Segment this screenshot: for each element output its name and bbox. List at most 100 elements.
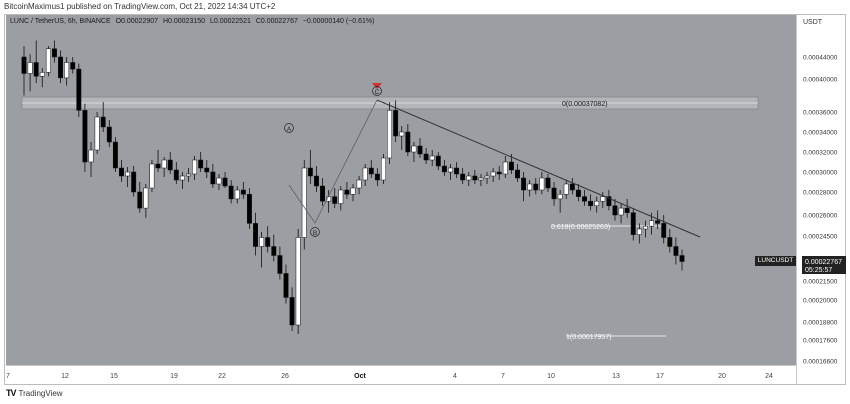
candle-body[interactable]: [210, 171, 216, 185]
candle-body[interactable]: [557, 194, 563, 200]
candle-body[interactable]: [612, 205, 618, 216]
candle-body[interactable]: [667, 237, 673, 247]
candle-body[interactable]: [655, 220, 661, 224]
candle-body[interactable]: [204, 167, 210, 173]
candle-body[interactable]: [259, 237, 265, 247]
candle-body[interactable]: [88, 149, 94, 163]
candle-body[interactable]: [161, 159, 167, 169]
candle-body[interactable]: [606, 196, 612, 207]
candle-body[interactable]: [307, 167, 313, 177]
candle-body[interactable]: [234, 189, 240, 200]
candle-body[interactable]: [490, 171, 496, 177]
candle-body[interactable]: [387, 110, 393, 159]
candle-body[interactable]: [521, 177, 527, 191]
candle-body[interactable]: [399, 131, 405, 137]
candle-body[interactable]: [167, 159, 173, 171]
candle-body[interactable]: [649, 220, 654, 227]
candle-body[interactable]: [527, 183, 533, 191]
candle-body[interactable]: [131, 171, 137, 193]
candle-body[interactable]: [155, 163, 161, 169]
candle-body[interactable]: [661, 223, 667, 238]
candle-body[interactable]: [70, 62, 76, 70]
candle-body[interactable]: [502, 161, 508, 175]
candle-body[interactable]: [563, 183, 569, 195]
candle-body[interactable]: [551, 187, 557, 200]
candle-body[interactable]: [417, 145, 423, 155]
candle-body[interactable]: [283, 273, 289, 298]
candle-body[interactable]: [179, 175, 185, 181]
candle-body[interactable]: [228, 185, 234, 200]
candle-body[interactable]: [216, 177, 222, 185]
candle-body[interactable]: [246, 194, 252, 224]
candle-body[interactable]: [356, 179, 362, 189]
candle-body[interactable]: [39, 72, 45, 77]
candle-body[interactable]: [149, 163, 155, 189]
candle-body[interactable]: [332, 196, 338, 204]
candle-body[interactable]: [679, 255, 685, 262]
candle-body[interactable]: [45, 48, 51, 73]
candle-body[interactable]: [594, 200, 600, 207]
candlestick-chart[interactable]: 0(0.00037082) 0.618(0.00025263) 1(0.0001…: [6, 15, 796, 365]
candle-body[interactable]: [277, 255, 283, 274]
candle-body[interactable]: [125, 171, 131, 177]
candle-body[interactable]: [119, 167, 124, 177]
candle-body[interactable]: [94, 116, 100, 151]
candle-body[interactable]: [630, 212, 636, 235]
candle-body[interactable]: [338, 189, 344, 204]
candle-body[interactable]: [618, 207, 624, 216]
candle-body[interactable]: [636, 228, 642, 235]
candle-body[interactable]: [575, 189, 581, 197]
candle-body[interactable]: [448, 167, 453, 173]
candle-body[interactable]: [533, 183, 539, 191]
candle-body[interactable]: [27, 62, 33, 74]
candle-body[interactable]: [137, 191, 143, 209]
time-axis[interactable]: 12 15 19 22 26 Oct 4 7 10 13 17 20 24 27: [6, 365, 796, 384]
candle-body[interactable]: [429, 155, 435, 161]
candle-body[interactable]: [344, 189, 350, 195]
candle-body[interactable]: [295, 237, 301, 326]
candle-body[interactable]: [265, 237, 271, 247]
candle-body[interactable]: [454, 167, 460, 175]
candle-body[interactable]: [588, 200, 594, 207]
candle-body[interactable]: [539, 177, 545, 191]
candle-body[interactable]: [441, 165, 447, 173]
candle-body[interactable]: [320, 185, 325, 202]
candle-body[interactable]: [600, 196, 606, 202]
candle-body[interactable]: [64, 62, 70, 79]
candle-body[interactable]: [112, 141, 118, 169]
candle-body[interactable]: [240, 189, 246, 195]
candle-body[interactable]: [186, 173, 191, 177]
candle-body[interactable]: [289, 297, 295, 326]
candle-body[interactable]: [76, 68, 82, 111]
candle-body[interactable]: [411, 145, 417, 153]
candle-body[interactable]: [381, 157, 386, 181]
candle-body[interactable]: [313, 175, 319, 187]
candle-body[interactable]: [198, 159, 204, 169]
candle-body[interactable]: [472, 175, 478, 181]
candle-body[interactable]: [569, 183, 575, 191]
candle-body[interactable]: [21, 56, 27, 74]
legend-symbol[interactable]: LUNC / TetherUS, 6h, BINANCE: [10, 18, 111, 25]
descending-trendline[interactable]: [376, 99, 701, 238]
candle-body[interactable]: [222, 177, 228, 187]
candle-body[interactable]: [393, 110, 399, 137]
candle-body[interactable]: [478, 177, 484, 181]
candle-body[interactable]: [466, 175, 472, 181]
candle-body[interactable]: [624, 207, 630, 213]
candle-body[interactable]: [58, 56, 64, 79]
candle-body[interactable]: [173, 169, 179, 181]
candle-body[interactable]: [271, 246, 277, 256]
candle-body[interactable]: [106, 126, 112, 143]
candle-body[interactable]: [350, 187, 356, 195]
candle-body[interactable]: [374, 173, 380, 181]
candle-body[interactable]: [368, 167, 374, 175]
candle-body[interactable]: [484, 175, 490, 179]
candle-body[interactable]: [435, 155, 441, 167]
candle-body[interactable]: [82, 110, 88, 163]
candle-body[interactable]: [673, 246, 679, 256]
candle-body[interactable]: [301, 167, 307, 238]
candle-body[interactable]: [192, 159, 198, 175]
candle-body[interactable]: [582, 196, 587, 202]
candle-body[interactable]: [515, 169, 520, 179]
plot-area[interactable]: 0(0.00037082) 0.618(0.00025263) 1(0.0001…: [6, 15, 796, 365]
